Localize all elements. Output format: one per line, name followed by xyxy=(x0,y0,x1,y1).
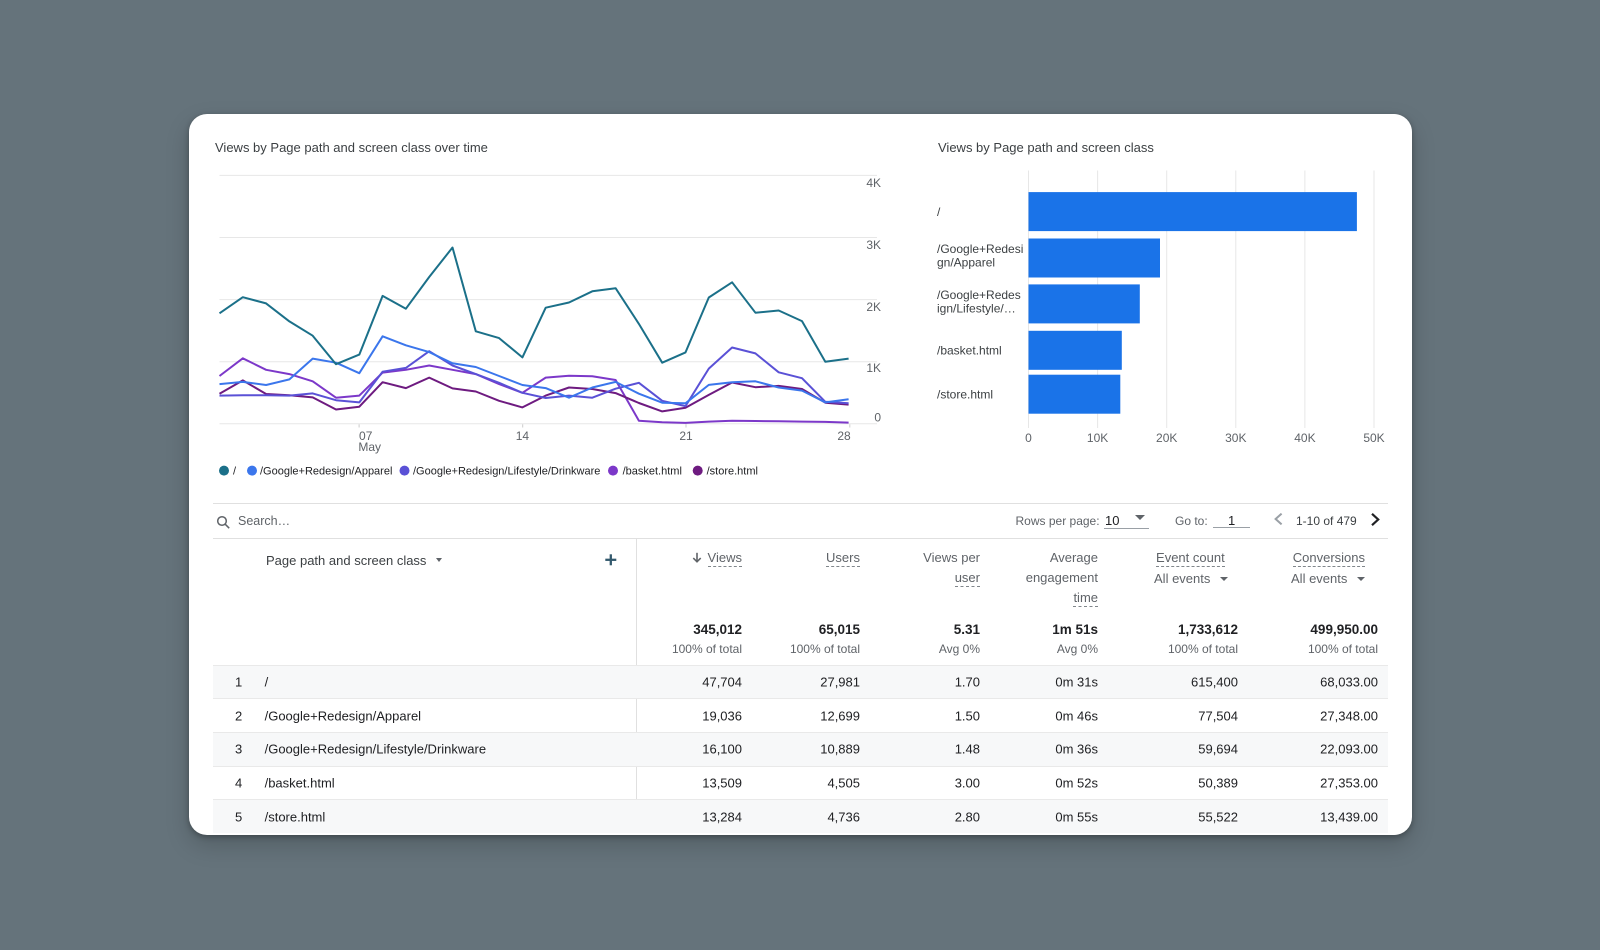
svg-text:/Google+Redesign/Apparel: /Google+Redesign/Apparel xyxy=(260,466,392,478)
svg-text:/: / xyxy=(233,466,237,478)
svg-text:/basket.html: /basket.html xyxy=(623,466,682,478)
svg-text:40K: 40K xyxy=(1294,431,1315,445)
svg-text:ign/Lifestyle/…: ign/Lifestyle/… xyxy=(937,302,1016,316)
svg-text:20K: 20K xyxy=(1156,431,1177,445)
svg-text:0: 0 xyxy=(1025,431,1032,445)
svg-text:21: 21 xyxy=(679,429,693,443)
svg-text:50K: 50K xyxy=(1363,431,1384,445)
svg-text:/Google+Redesi: /Google+Redesi xyxy=(937,242,1023,256)
svg-text:14: 14 xyxy=(516,429,530,443)
svg-text:/Google+Redes: /Google+Redes xyxy=(937,288,1021,302)
svg-text:/Google+Redesign/Lifestyle/Dri: /Google+Redesign/Lifestyle/Drinkware xyxy=(413,466,600,478)
svg-text:4K: 4K xyxy=(866,176,881,190)
svg-text:/basket.html: /basket.html xyxy=(937,344,1002,358)
svg-text:gn/Apparel: gn/Apparel xyxy=(937,256,995,270)
svg-text:2K: 2K xyxy=(866,300,881,314)
svg-text:/store.html: /store.html xyxy=(937,388,993,402)
svg-text:30K: 30K xyxy=(1225,431,1246,445)
svg-text:3K: 3K xyxy=(866,238,881,252)
svg-text:May: May xyxy=(358,440,381,454)
svg-text:/: / xyxy=(937,205,941,219)
svg-text:0: 0 xyxy=(874,411,881,425)
svg-text:/store.html: /store.html xyxy=(707,466,758,478)
svg-text:28: 28 xyxy=(837,429,851,443)
svg-text:07: 07 xyxy=(359,429,373,443)
svg-text:1K: 1K xyxy=(866,361,881,375)
svg-text:10K: 10K xyxy=(1087,431,1108,445)
